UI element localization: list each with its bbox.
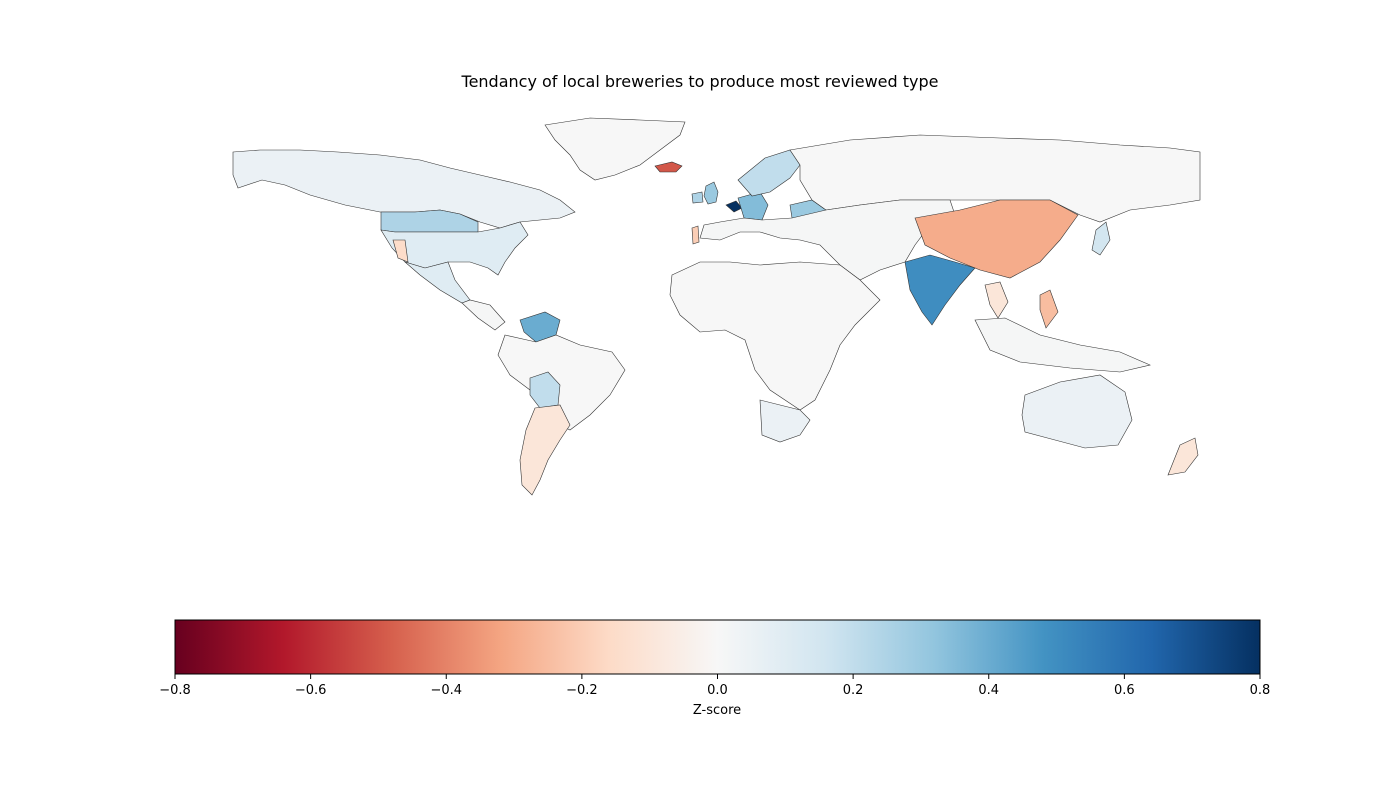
- region-south-africa: [759, 399, 811, 443]
- colorbar-tick-label: 0.2: [843, 683, 864, 698]
- region-vietnam: [984, 281, 1009, 319]
- chart-title: Tendancy of local breweries to produce m…: [461, 72, 939, 91]
- region-scandinavia: [737, 149, 801, 197]
- region-philippines: [1039, 289, 1059, 329]
- colorbar-tick-label: 0.4: [978, 683, 999, 698]
- colorbar-tick-label: −0.8: [159, 683, 191, 698]
- region-other-europe-middle-east-asia: [699, 199, 956, 281]
- colorbar-ticks: −0.8 −0.6 −0.4 −0.2 0.0 0.2 0.4 0.6 0.8: [159, 674, 1270, 698]
- region-new-zealand: [1167, 437, 1199, 476]
- world-map: [232, 117, 1201, 496]
- colorbar-gradient: [174, 619, 1261, 675]
- region-portugal: [691, 225, 700, 245]
- region-canada: [232, 149, 576, 229]
- colorbar-tick-label: 0.0: [707, 683, 728, 698]
- colorbar-tick-label: −0.6: [295, 683, 327, 698]
- region-mexico: [404, 261, 471, 304]
- region-nevada: [392, 239, 409, 263]
- region-united-kingdom: [703, 181, 719, 205]
- map-regions: [232, 117, 1201, 496]
- colorbar-tick-label: 0.6: [1114, 683, 1135, 698]
- colorbar-tick-label: −0.2: [566, 683, 598, 698]
- region-china: [914, 199, 1079, 279]
- region-australia: [1021, 374, 1133, 449]
- region-greenland: [544, 117, 686, 181]
- region-ireland: [691, 191, 704, 204]
- region-brazil: [497, 334, 626, 431]
- region-india: [904, 254, 976, 326]
- colorbar-tick-label: 0.8: [1250, 683, 1271, 698]
- colorbar-label: Z-score: [693, 703, 741, 718]
- region-argentina: [519, 404, 571, 496]
- colorbar-tick-label: −0.4: [430, 683, 462, 698]
- region-africa: [669, 261, 881, 411]
- region-japan: [1091, 221, 1111, 256]
- region-germany: [737, 191, 769, 221]
- region-central-america: [461, 299, 506, 331]
- region-russia: [789, 134, 1201, 223]
- region-iceland: [654, 161, 683, 173]
- region-se-asia-indonesia: [974, 317, 1151, 373]
